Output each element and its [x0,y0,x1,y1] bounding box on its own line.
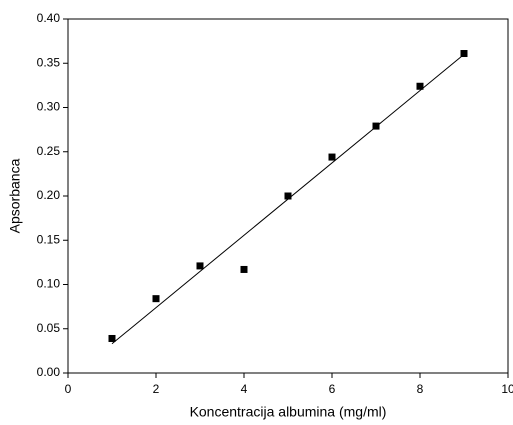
y-tick-label: 0.40 [37,11,61,25]
x-tick-label: 6 [329,382,336,396]
y-tick-label: 0.00 [37,365,61,379]
y-tick-label: 0.25 [37,144,61,158]
y-tick-label: 0.10 [37,277,61,291]
data-point [240,265,248,273]
x-tick-label: 4 [241,382,248,396]
y-tick-label: 0.35 [37,55,61,69]
y-tick-label: 0.15 [37,232,61,246]
data-point [328,153,336,161]
data-point [152,295,160,303]
x-axis-title: Koncentracija albumina (mg/ml) [190,404,387,420]
y-tick-label: 0.20 [37,188,61,202]
y-tick-label: 0.30 [37,100,61,114]
x-tick-label: 0 [65,382,72,396]
data-point [416,82,424,90]
x-tick-label: 8 [417,382,424,396]
x-tick-label: 2 [153,382,160,396]
data-point [108,334,116,342]
data-point [460,50,468,58]
x-tick-label: 10 [501,382,513,396]
data-point [284,192,292,200]
data-point [372,122,380,130]
data-point [196,262,204,270]
y-tick-label: 0.05 [37,321,61,335]
y-axis-title: Apsorbanca [7,158,23,233]
